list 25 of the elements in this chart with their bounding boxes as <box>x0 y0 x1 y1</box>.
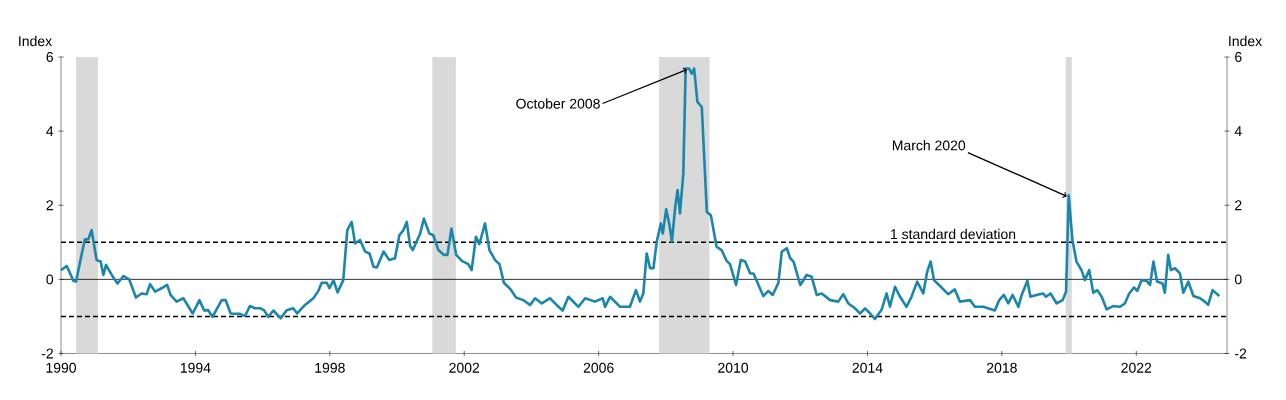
annotation: October 2008 <box>516 98 600 109</box>
x-tick-label: 2022 <box>1121 362 1152 373</box>
x-tick-label: 2014 <box>852 362 883 373</box>
y-tick-label: -2 <box>41 348 53 359</box>
y2-tick-label: 2 <box>1235 200 1242 211</box>
x-tick-label: 1994 <box>180 362 211 373</box>
y-tick-label: 2 <box>46 200 53 211</box>
x-tick-label: 2006 <box>583 362 614 373</box>
y2-tick-label: 4 <box>1234 126 1242 136</box>
y-tick-label: 4 <box>46 126 54 136</box>
y2-tick-label: 6 <box>1235 52 1242 62</box>
y2-tick-label: -2 <box>1235 348 1247 359</box>
ref-line-label: 1 standard deviation <box>891 228 1016 240</box>
x-tick-label: 2002 <box>449 362 480 373</box>
y-tick-label: 6 <box>46 52 54 62</box>
y2-axis-title: Index <box>1229 35 1262 47</box>
x-tick-label: 1990 <box>46 362 77 373</box>
y-tick-label: 0 <box>46 274 54 285</box>
y2-tick-label: 0 <box>1234 274 1242 285</box>
x-tick-label: 2018 <box>987 362 1017 373</box>
annotation: March 2020 <box>892 140 966 151</box>
x-tick-label: 2010 <box>718 362 749 373</box>
line-series <box>59 67 1221 321</box>
x-tick-label: 1998 <box>315 362 345 373</box>
y-axis-title: Index <box>19 35 52 47</box>
